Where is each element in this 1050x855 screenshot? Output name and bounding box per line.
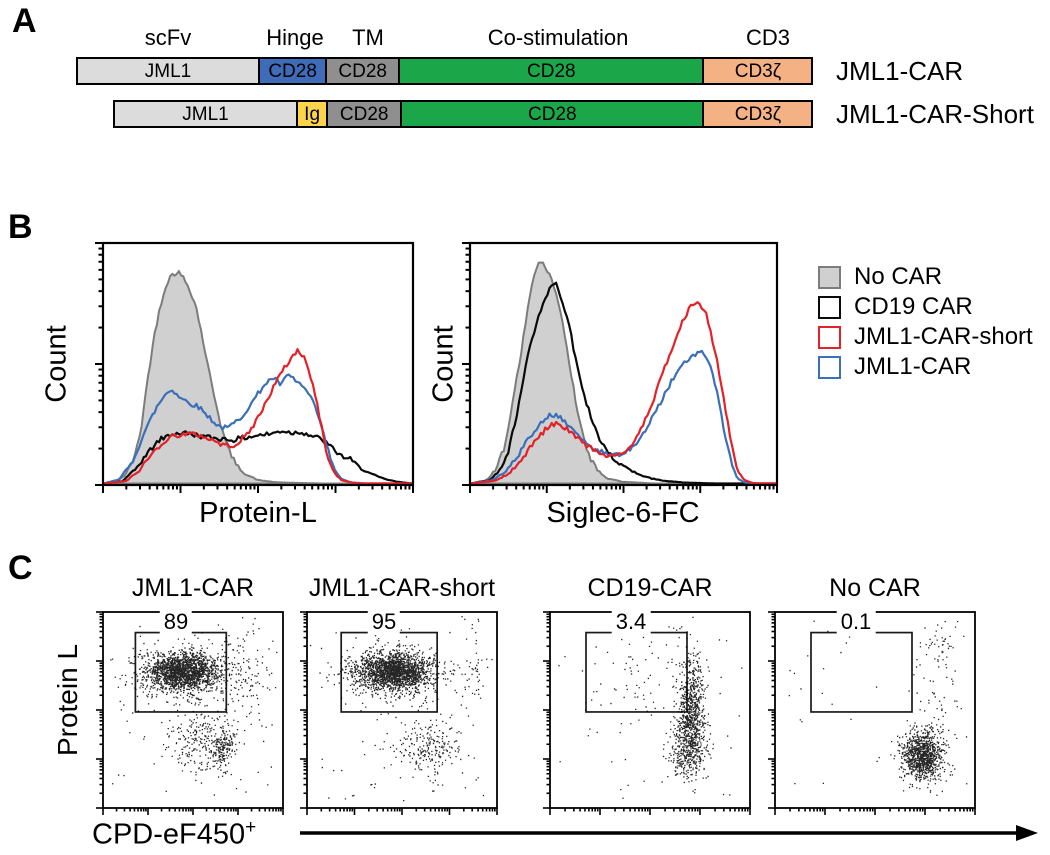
legend-swatch-cd19-car (818, 295, 841, 319)
histogram-curve-cd19-car (471, 281, 776, 485)
construct-segment-jml1: JML1 (113, 100, 298, 128)
construct-segment-cd3ζ: CD3ζ (702, 100, 814, 128)
dotplot-frame (549, 611, 751, 809)
histogram-curve-no-car (470, 261, 777, 485)
histogram-plot-siglec-6-fc (470, 261, 777, 485)
histogram-curve-cd19-car (104, 430, 412, 485)
legend-swatch-jml1-car-short (818, 325, 841, 349)
legend-label: JML1-CAR-short (854, 323, 1033, 350)
domain-header-hinge: Hinge (266, 25, 324, 50)
gate-percentage: 89 (159, 609, 193, 634)
gate-percentage: 3.4 (611, 609, 651, 634)
axis-ticks (462, 242, 778, 493)
legend-item: JML1-CAR-short (818, 322, 1033, 352)
axis-ticks (768, 611, 976, 815)
legend-label: JML1-CAR (854, 353, 972, 380)
construct-segment-jml1: JML1 (76, 57, 260, 85)
dotplot-jml1-car (102, 611, 284, 809)
axis-ticks (95, 242, 414, 493)
axis-ticks (96, 611, 284, 815)
construct-name: JML1-CAR-Short (836, 99, 1034, 129)
construct-name: JML1-CAR (836, 56, 964, 86)
scatter-dots (788, 620, 968, 796)
x-axis-label-protein-l: Protein-L (199, 497, 317, 529)
axis-ticks (300, 611, 498, 815)
axis-ticks (543, 611, 751, 815)
histogram-plot-protein-l (103, 269, 413, 485)
domain-header-scfv: scFv (144, 25, 192, 50)
y-axis-label-protein-l: Protein L (52, 643, 83, 757)
construct-bar-jml1-car-short: JML1 Ig CD28 CD28 CD3ζ (113, 100, 814, 128)
panel-a-label: A (12, 2, 37, 40)
dotplot-title: JML1-CAR (131, 574, 255, 602)
scatter-dots (309, 616, 493, 802)
domain-header-tm: TM (352, 25, 384, 50)
legend-item: JML1-CAR (818, 352, 1033, 382)
construct-segment-cd3ζ: CD3ζ (702, 57, 814, 85)
gate-percentage: 95 (367, 609, 401, 634)
x-axis-arrow (300, 825, 1038, 841)
construct-segment-cd28: CD28 (257, 57, 328, 85)
construct-segment-cd28: CD28 (326, 100, 403, 128)
dotplot-title: No CAR (829, 574, 921, 602)
construct-bar-jml1-car: JML1 CD28 CD28 CD28 CD3ζ (76, 57, 814, 85)
scatter-dots (558, 616, 743, 799)
y-axis-label-count: Count (40, 325, 73, 403)
histogram-curve-jml1-car-short (471, 301, 776, 485)
gate-percentage: 0.1 (836, 609, 876, 634)
dotplot-title: JML1-CAR-short (308, 574, 496, 602)
legend-item: No CAR (818, 262, 1033, 292)
histogram-legend: No CAR CD19 CAR JML1-CAR-short JML1-CAR (818, 262, 1033, 382)
legend-swatch-jml1-car (818, 355, 841, 379)
legend-label: No CAR (854, 263, 943, 290)
dotplot-frame (306, 611, 498, 809)
histogram-curve-no-car (103, 269, 413, 485)
legend-label: CD19 CAR (854, 293, 973, 320)
scatter-dots (110, 617, 278, 796)
x-axis-label-siglec-6-fc: Siglec-6-FC (546, 497, 700, 529)
construct-segment-ig: Ig (295, 100, 329, 128)
dotplot-no-car (774, 611, 976, 809)
construct-segment-cd28: CD28 (399, 100, 705, 128)
domain-header-cd3: CD3 (745, 25, 791, 50)
domain-header-costimulation: Co-stimulation (487, 25, 629, 50)
panel-c-label: C (8, 549, 33, 587)
legend-swatch-no-car (818, 265, 841, 289)
panel-b-label: B (8, 208, 33, 246)
gate-rect (810, 631, 913, 713)
construct-segment-cd28: CD28 (325, 57, 401, 85)
legend-item: CD19 CAR (818, 292, 1033, 322)
gate-rect (585, 631, 688, 713)
dotplot-cd19-car (549, 611, 751, 809)
y-axis-label-count: Count (427, 325, 460, 403)
construct-segment-cd28: CD28 (397, 57, 705, 85)
dotplot-jml1-car-short (306, 611, 498, 809)
dotplot-frame (102, 611, 284, 809)
dotplot-title: CD19-CAR (587, 574, 713, 602)
histogram-curve-jml1-car-short (104, 348, 412, 485)
x-axis-label-cpd-ef450: CPD-eF450+ (92, 817, 257, 851)
